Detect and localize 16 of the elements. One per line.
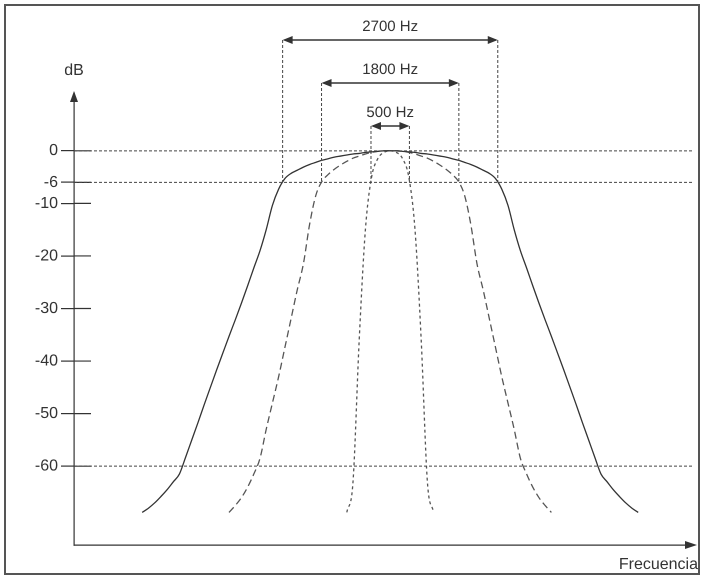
line-series	[142, 150, 639, 514]
y-tick-label: -60	[34, 458, 58, 475]
x-axis-title: Frecuencia	[618, 556, 698, 573]
y-tick-label: 0	[49, 142, 58, 160]
text: 1800 Hz	[362, 61, 418, 78]
y-tick-label: -50	[34, 405, 58, 422]
line-series	[346, 150, 434, 514]
y-tick-label: -10	[34, 194, 58, 212]
y-tick-label: -40	[34, 352, 58, 370]
y-tick-label: -6	[44, 174, 58, 191]
line-series	[228, 150, 552, 514]
text: 2700 Hz	[362, 18, 418, 35]
y-axis-title: dB	[64, 62, 84, 79]
y-tick-label: -30	[34, 300, 58, 317]
y-tick-label: -20	[34, 247, 58, 264]
annotation: 500 Hz	[366, 104, 414, 121]
